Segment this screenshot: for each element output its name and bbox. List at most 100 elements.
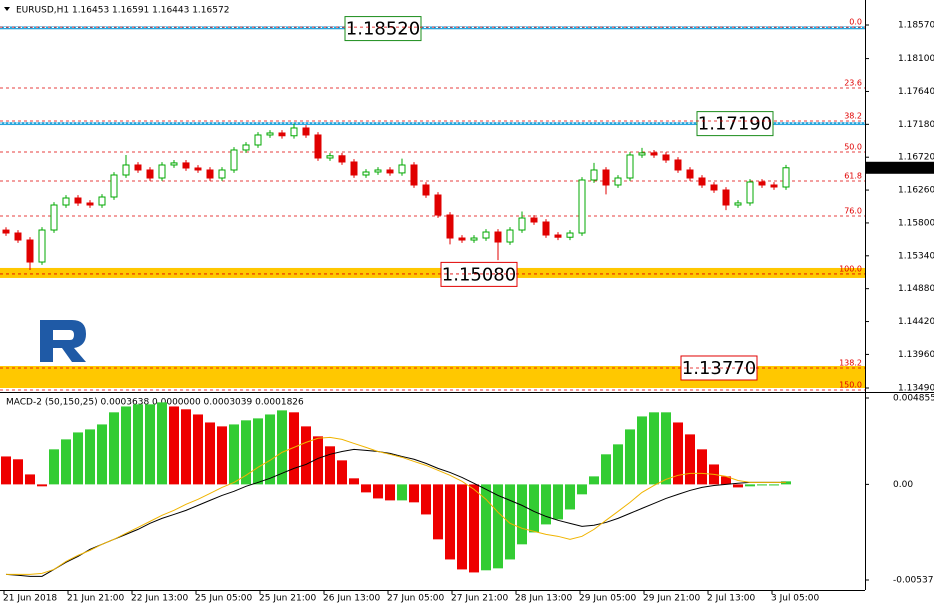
x-tick-label: 29 Jun 21:00: [643, 594, 700, 604]
y-tick-label: 1.18100: [898, 54, 934, 64]
histogram-bar: [253, 418, 263, 485]
histogram-bar: [373, 484, 383, 499]
fib-label: 38.2: [844, 111, 862, 120]
candle-body: [734, 202, 742, 206]
x-tick-label: 25 Jun 05:00: [195, 594, 252, 604]
histogram-bar: [445, 484, 455, 560]
candle-body: [494, 231, 502, 243]
candle-body: [434, 194, 442, 216]
level-box: [696, 111, 774, 137]
y-tick-label: 0.004855: [893, 394, 934, 404]
y-tick-label: 1.15800: [898, 218, 934, 228]
histogram-bar: [421, 484, 431, 515]
level-box: [344, 16, 422, 42]
candle-body: [518, 217, 526, 231]
candle-body: [386, 169, 394, 174]
histogram-bar: [277, 410, 287, 485]
histogram-bar: [49, 449, 59, 485]
candle-body: [542, 221, 550, 236]
fib-label: 0.0: [849, 18, 862, 27]
histogram-bar: [721, 476, 731, 485]
candle-body: [38, 229, 46, 263]
y-tick-label: 1.17640: [898, 87, 934, 97]
x-tick-label: 21 Jun 2018: [3, 594, 57, 604]
histogram-bar: [409, 484, 419, 503]
candle-body: [422, 184, 430, 196]
x-tick-label: 3 Jul 05:00: [771, 594, 820, 604]
candle-body: [482, 231, 490, 239]
histogram-bar: [229, 424, 239, 485]
candle-body: [446, 214, 454, 239]
histogram-bar: [661, 412, 671, 485]
y-tick-label: 1.13960: [898, 350, 934, 360]
histogram-bar: [265, 414, 275, 485]
histogram-bar: [493, 484, 503, 569]
candle-body: [110, 174, 118, 198]
candle-body: [194, 167, 202, 171]
histogram-bar: [169, 406, 179, 485]
histogram-bar: [109, 412, 119, 485]
histogram-bar: [589, 476, 599, 485]
histogram-bar: [121, 406, 131, 485]
y-tick-label: 1.18570: [898, 21, 934, 31]
candle-body: [62, 197, 70, 206]
candle-body: [590, 169, 598, 181]
level-zone: [0, 267, 865, 278]
histogram-bar: [385, 484, 395, 501]
histogram-bar: [181, 409, 191, 485]
histogram-bar: [97, 424, 107, 485]
candle-body: [662, 154, 670, 161]
y-tick-label: 1.15340: [898, 251, 934, 261]
y-tick-label: 1.14420: [898, 317, 934, 327]
menu-arrow[interactable]: [4, 7, 10, 11]
x-tick-label: 25 Jun 21:00: [259, 594, 316, 604]
candle-body: [50, 204, 58, 231]
histogram-bar: [61, 439, 71, 485]
x-tick-label: 26 Jun 13:00: [323, 594, 380, 604]
level-zone: [0, 365, 865, 388]
histogram-bar: [673, 422, 683, 485]
level-box: [440, 261, 518, 287]
candle-body: [470, 237, 478, 241]
indicator-line: [5, 448, 786, 577]
candle-body: [122, 164, 130, 176]
histogram-bar: [433, 484, 443, 540]
x-tick-label: 28 Jun 13:00: [515, 594, 572, 604]
fib-label: 76.0: [844, 207, 862, 216]
candle-body: [650, 152, 658, 156]
histogram-bar: [337, 460, 347, 485]
x-tick-label: 29 Jun 05:00: [579, 594, 636, 604]
candle-body: [758, 181, 766, 186]
candle-body: [338, 155, 346, 163]
x-tick-label: 21 Jun 21:00: [67, 594, 124, 604]
level-label: 1.15080: [442, 264, 516, 285]
y-tick-label: -0.005375: [893, 576, 934, 586]
candle-body: [614, 177, 622, 186]
histogram-bar: [1, 456, 11, 485]
y-tick-label: 0.00: [893, 480, 913, 490]
candle-body: [698, 177, 706, 186]
candle-body: [206, 169, 214, 179]
fib-label: 23.6: [844, 79, 862, 88]
logo-mark: [40, 320, 86, 362]
candle-body: [554, 234, 562, 238]
histogram-bar: [301, 426, 311, 485]
candle-body: [290, 127, 298, 137]
histogram-bar: [157, 402, 167, 485]
histogram-bar: [13, 459, 23, 485]
candle-body: [314, 134, 322, 159]
histogram-bar: [685, 434, 695, 485]
candle-body: [578, 179, 586, 234]
candle-body: [710, 184, 718, 191]
fib-label: 150.0: [839, 380, 862, 389]
level-label: 1.18520: [346, 19, 420, 40]
histogram-bar: [529, 484, 539, 533]
candle-body: [746, 181, 754, 204]
logo: [40, 320, 86, 362]
candle-body: [398, 164, 406, 174]
candle-body: [602, 169, 610, 186]
histogram-bar: [313, 436, 323, 485]
candle-body: [506, 229, 514, 243]
candle-body: [98, 196, 106, 206]
